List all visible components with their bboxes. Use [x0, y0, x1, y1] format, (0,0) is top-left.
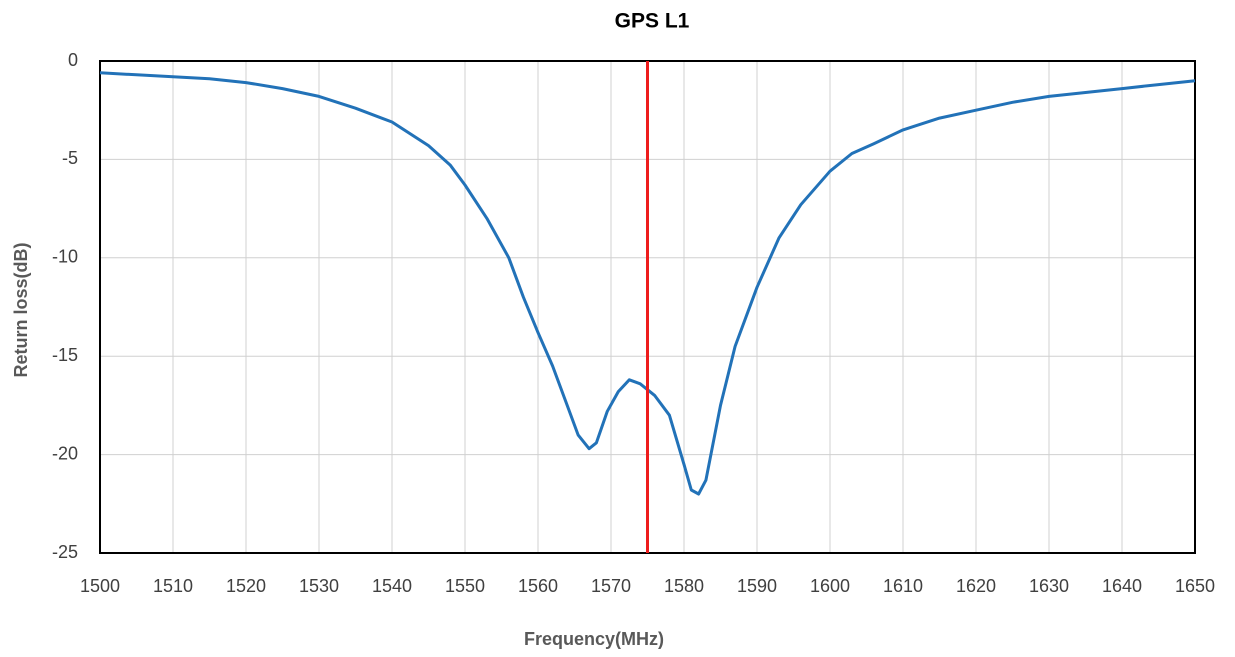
y-tick-label: -5: [62, 148, 78, 168]
x-tick-label: 1610: [883, 576, 923, 596]
x-tick-label: 1520: [226, 576, 266, 596]
x-tick-label: 1590: [737, 576, 777, 596]
x-tick-label: 1530: [299, 576, 339, 596]
y-tick-label: -20: [52, 443, 78, 463]
x-axis-title: Frequency(MHz): [524, 629, 664, 649]
x-tick-label: 1640: [1102, 576, 1142, 596]
x-tick-label: 1550: [445, 576, 485, 596]
data-line: [99, 71, 1196, 496]
y-axis-title: Return loss(dB): [11, 242, 31, 377]
chart-title: GPS L1: [615, 10, 690, 33]
y-tick-label: -10: [52, 247, 78, 267]
y-tick-label: -15: [52, 345, 78, 365]
x-tick-label: 1510: [153, 576, 193, 596]
x-tick-label: 1500: [80, 576, 120, 596]
x-tick-label: 1630: [1029, 576, 1069, 596]
x-tick-label: 1600: [810, 576, 850, 596]
x-tick-label: 1560: [518, 576, 558, 596]
x-tick-label: 1580: [664, 576, 704, 596]
y-tick-label: -25: [52, 542, 78, 562]
x-tick-label: 1570: [591, 576, 631, 596]
y-tick-label: 0: [68, 50, 78, 70]
x-tick-label: 1650: [1175, 576, 1215, 596]
x-tick-label: 1620: [956, 576, 996, 596]
x-tick-label: 1540: [372, 576, 412, 596]
